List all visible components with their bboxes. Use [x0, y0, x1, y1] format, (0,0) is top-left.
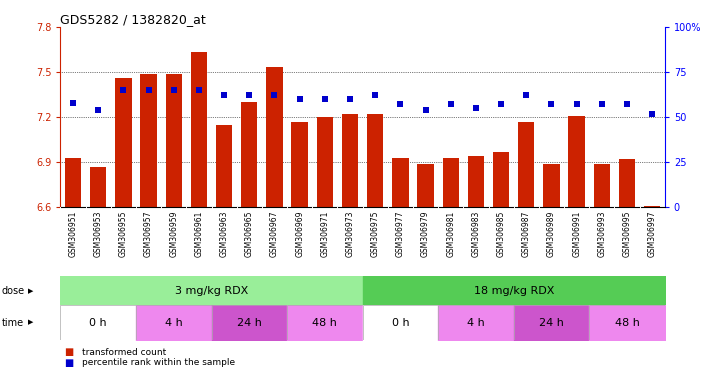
Bar: [115, 78, 132, 207]
Text: GSM306969: GSM306969: [295, 211, 304, 257]
Text: time: time: [1, 318, 23, 328]
Bar: [569, 116, 585, 207]
Text: 4 h: 4 h: [165, 318, 183, 328]
Point: [319, 96, 331, 102]
Bar: [644, 206, 661, 207]
Bar: [367, 114, 383, 207]
Bar: [140, 73, 156, 207]
Text: GSM306983: GSM306983: [471, 211, 481, 257]
Text: GSM306981: GSM306981: [447, 211, 455, 257]
Text: percentile rank within the sample: percentile rank within the sample: [82, 358, 235, 367]
Text: GSM306971: GSM306971: [321, 211, 329, 257]
Point: [193, 87, 205, 93]
Text: GSM306991: GSM306991: [572, 211, 581, 257]
Point: [420, 107, 432, 113]
Bar: [60, 305, 136, 340]
Bar: [136, 305, 212, 340]
Text: GSM306963: GSM306963: [220, 211, 229, 257]
Text: GSM306995: GSM306995: [623, 211, 631, 257]
Point: [496, 101, 507, 108]
Point: [118, 87, 129, 93]
Point: [143, 87, 154, 93]
Bar: [267, 68, 283, 207]
Point: [520, 93, 532, 99]
Bar: [241, 102, 257, 207]
Text: 48 h: 48 h: [614, 318, 639, 328]
Bar: [619, 159, 635, 207]
Point: [395, 101, 406, 108]
Bar: [363, 305, 438, 340]
Bar: [417, 164, 434, 207]
Bar: [438, 305, 514, 340]
Text: 0 h: 0 h: [90, 318, 107, 328]
Text: 24 h: 24 h: [539, 318, 564, 328]
Text: 0 h: 0 h: [392, 318, 410, 328]
Text: GSM306953: GSM306953: [94, 211, 102, 257]
Point: [68, 99, 79, 106]
Point: [646, 111, 658, 117]
Point: [168, 87, 179, 93]
Text: 18 mg/kg RDX: 18 mg/kg RDX: [474, 286, 554, 296]
Bar: [594, 164, 610, 207]
Bar: [493, 152, 509, 207]
Point: [92, 107, 104, 113]
Text: GSM306979: GSM306979: [421, 211, 430, 257]
Text: ▶: ▶: [28, 319, 34, 326]
Bar: [316, 117, 333, 207]
Text: GSM306955: GSM306955: [119, 211, 128, 257]
Bar: [518, 122, 535, 207]
Point: [596, 101, 607, 108]
Text: GSM306973: GSM306973: [346, 211, 355, 257]
Bar: [90, 167, 107, 207]
Point: [621, 101, 633, 108]
Text: GSM306993: GSM306993: [597, 211, 606, 257]
Point: [571, 101, 582, 108]
Bar: [392, 158, 409, 207]
Bar: [468, 156, 484, 207]
Text: GSM306975: GSM306975: [370, 211, 380, 257]
Bar: [191, 53, 207, 207]
Text: GSM306951: GSM306951: [68, 211, 77, 257]
Text: GSM306985: GSM306985: [496, 211, 506, 257]
Bar: [543, 164, 560, 207]
Text: GSM306957: GSM306957: [144, 211, 153, 257]
Text: dose: dose: [1, 286, 25, 296]
Text: transformed count: transformed count: [82, 348, 166, 357]
Point: [218, 93, 230, 99]
Point: [445, 101, 456, 108]
Point: [546, 101, 557, 108]
Point: [269, 93, 280, 99]
Bar: [292, 122, 308, 207]
Text: 48 h: 48 h: [312, 318, 337, 328]
Text: GSM306977: GSM306977: [396, 211, 405, 257]
Text: ■: ■: [64, 358, 73, 368]
Bar: [216, 125, 232, 207]
Bar: [287, 305, 363, 340]
Text: 4 h: 4 h: [467, 318, 485, 328]
Text: GSM306959: GSM306959: [169, 211, 178, 257]
Text: GSM306965: GSM306965: [245, 211, 254, 257]
Bar: [212, 305, 287, 340]
Text: GSM306989: GSM306989: [547, 211, 556, 257]
Text: 3 mg/kg RDX: 3 mg/kg RDX: [175, 286, 248, 296]
Point: [370, 93, 381, 99]
Text: 24 h: 24 h: [237, 318, 262, 328]
Point: [244, 93, 255, 99]
Bar: [166, 73, 182, 207]
Point: [344, 96, 356, 102]
Bar: [442, 158, 459, 207]
Text: GSM306987: GSM306987: [522, 211, 531, 257]
Text: GSM306961: GSM306961: [194, 211, 203, 257]
Text: GSM306997: GSM306997: [648, 211, 657, 257]
Text: ■: ■: [64, 347, 73, 357]
Point: [294, 96, 305, 102]
Bar: [342, 114, 358, 207]
Text: GDS5282 / 1382820_at: GDS5282 / 1382820_at: [60, 13, 206, 26]
Bar: [589, 305, 665, 340]
Bar: [514, 305, 589, 340]
Text: GSM306967: GSM306967: [270, 211, 279, 257]
Text: ▶: ▶: [28, 288, 34, 294]
Point: [470, 105, 481, 111]
Bar: [65, 158, 81, 207]
